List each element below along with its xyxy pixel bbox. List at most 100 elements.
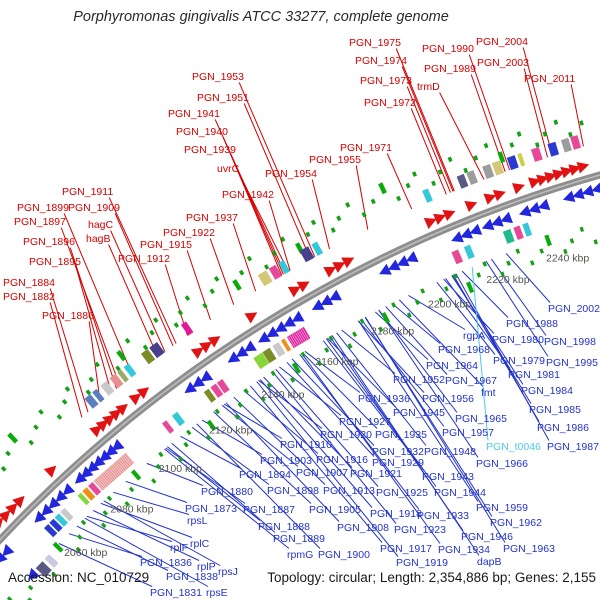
leader-line [341, 329, 396, 374]
green-dot [128, 486, 135, 493]
gene-block [257, 270, 273, 287]
gene-arrow-forward [483, 193, 497, 205]
green-dot [266, 382, 272, 389]
leader-line [436, 281, 496, 355]
gene-label-reverse: PGN_1984 [521, 385, 573, 397]
gene-arrow-forward [568, 164, 582, 176]
gene-block [162, 420, 175, 434]
green-dot [569, 238, 575, 244]
green-dot [539, 248, 544, 254]
gene-block [203, 388, 217, 403]
green-dot [452, 273, 458, 280]
block-stripe [106, 469, 116, 479]
gene-arrow-forward [115, 403, 128, 416]
block-stripe [125, 453, 134, 463]
kbp-label: 2060 kbp [64, 547, 107, 559]
gene-arrow-reverse [41, 503, 54, 516]
gene-arrow-reverse [258, 331, 271, 343]
gene-arrow-reverse [379, 263, 392, 275]
block-stripe [105, 470, 115, 481]
gene-arrow-reverse [236, 345, 249, 357]
green-dot [506, 260, 511, 266]
leader-line [75, 267, 112, 394]
leader-line [311, 179, 330, 250]
gene-block [502, 228, 515, 244]
block-stripe [96, 478, 106, 489]
gene-label-reverse: rpsE [206, 587, 228, 599]
gene-label-reverse: PGN_1966 [476, 458, 528, 470]
green-dot [483, 142, 489, 149]
green-dot [347, 343, 353, 349]
green-dot [237, 402, 243, 408]
leader-line [125, 480, 188, 503]
gene-label-reverse: PGN_1880 [201, 486, 253, 498]
gene-label-reverse: PGN_1946 [461, 531, 513, 543]
gene-label-reverse: PGN_1929 [372, 457, 424, 469]
gene-label-forward: PGN_1937 [186, 212, 238, 224]
green-dot [535, 142, 540, 148]
gene-arrow-forward [199, 341, 212, 354]
green-dot [6, 596, 13, 600]
gene-label-forward: uvrC [217, 163, 240, 175]
gene-block [49, 518, 63, 532]
leader-line [391, 303, 441, 344]
green-dot [324, 347, 330, 353]
block-stripe [103, 471, 113, 482]
gene-block [210, 383, 224, 398]
green-dot [33, 424, 39, 431]
gene-label-forward: PGN_1990 [422, 43, 474, 55]
green-dot [206, 434, 212, 441]
leader-line [196, 423, 321, 549]
leader-line [263, 376, 353, 468]
gene-label-reverse: fmt [481, 387, 496, 399]
green-dot [243, 388, 249, 394]
gene-label-reverse: PGN_1956 [422, 393, 474, 405]
green-dot [378, 326, 384, 333]
kbp-label: 2220 kbp [486, 274, 529, 286]
gene-arrow-forward [287, 286, 301, 298]
green-dot [553, 119, 559, 125]
leader-line [471, 266, 489, 441]
gene-label-reverse: rgpA [463, 330, 485, 342]
gene-label-forward: PGN_1971 [340, 142, 392, 154]
gene-label-reverse: PGN_1980 [492, 334, 544, 346]
gene-arrow-forward [512, 183, 525, 195]
gene-arrow-forward [341, 257, 355, 269]
leader-line [505, 253, 551, 303]
gene-label-forward: PGN_1974 [355, 55, 407, 67]
gene-label-reverse: PGN_1921 [350, 468, 402, 480]
gene-arrow-reverse [329, 289, 342, 301]
leader-line [461, 270, 509, 318]
gene-label-reverse: PGN_1919 [396, 557, 448, 569]
gene-label-reverse: PGN_1987 [547, 441, 599, 453]
gene-label-reverse: PGN_1920 [320, 429, 372, 441]
gene-label-forward: PGN_1912 [118, 253, 170, 265]
gene-label-reverse: PGN_1995 [546, 357, 598, 369]
gene-arrow-forward [552, 169, 565, 181]
gene-arrow-reverse [34, 510, 47, 523]
gene-label-forward: PGN_2003 [477, 57, 529, 69]
gene-arrow-forward [0, 510, 11, 523]
leader-line [357, 320, 425, 393]
gene-arrow-forward [464, 201, 478, 213]
kbp-label: 2140 kbp [261, 389, 304, 401]
gene-arrow-reverse [388, 259, 401, 271]
gene-block [100, 380, 115, 396]
green-dot [61, 399, 68, 405]
leader-line [239, 174, 289, 272]
gene-arrow-forward [544, 172, 557, 184]
gene-label-reverse: PGN_1988 [506, 318, 558, 330]
gene-arrow-forward [423, 218, 437, 229]
gene-label-reverse: dapB [477, 556, 502, 568]
green-dot [115, 365, 121, 372]
gene-label-forward: PGN_1909 [68, 202, 120, 214]
green-dot [579, 226, 584, 232]
green-dot [88, 376, 95, 383]
green-dot [396, 195, 402, 202]
topology-text: Topology: circular; Length: 2,354,886 bp… [267, 570, 596, 585]
leader-line [243, 103, 311, 260]
green-dot [420, 288, 426, 294]
gene-label-reverse: rplP [197, 561, 216, 573]
gene-block [88, 482, 102, 496]
leader-line [225, 402, 340, 522]
